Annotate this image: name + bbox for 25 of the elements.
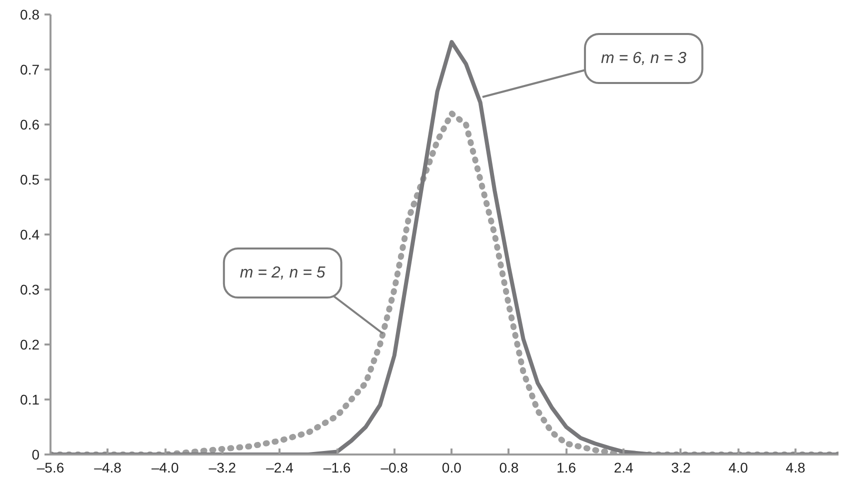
x-tick-label: 4.0 — [728, 460, 748, 476]
y-tick-label: 0.2 — [20, 336, 40, 352]
y-tick-label: 0.4 — [20, 226, 40, 242]
y-tick-label: 0.3 — [20, 282, 40, 298]
annotation: m = 6, n = 3 — [600, 50, 686, 67]
x-tick-label: 0.0 — [442, 460, 462, 476]
x-tick-label: –1.6 — [323, 460, 351, 476]
annotation: m = 2, n = 5 — [240, 264, 326, 282]
x-tick-label: –0.8 — [380, 460, 408, 476]
y-tick-label: 0.6 — [20, 116, 40, 132]
x-tick-label: 2.4 — [614, 460, 634, 476]
y-tick-label: 0.1 — [20, 392, 40, 408]
x-tick-label: –3.2 — [208, 460, 236, 476]
x-tick-label: –4.8 — [94, 460, 122, 476]
x-tick-label: –5.6 — [36, 460, 64, 476]
x-tick-label: –4.0 — [151, 460, 179, 476]
x-tick-label: 3.2 — [671, 460, 691, 476]
y-tick-label: 0 — [32, 446, 40, 462]
y-tick-label: 0.7 — [20, 62, 40, 78]
x-tick-label: 1.6 — [556, 460, 576, 476]
x-tick-label: 4.8 — [786, 460, 806, 476]
y-tick-label: 0.8 — [20, 6, 40, 22]
y-tick-label: 0.5 — [20, 172, 40, 188]
x-tick-label: –2.4 — [266, 460, 294, 476]
x-tick-label: 0.8 — [499, 460, 519, 476]
